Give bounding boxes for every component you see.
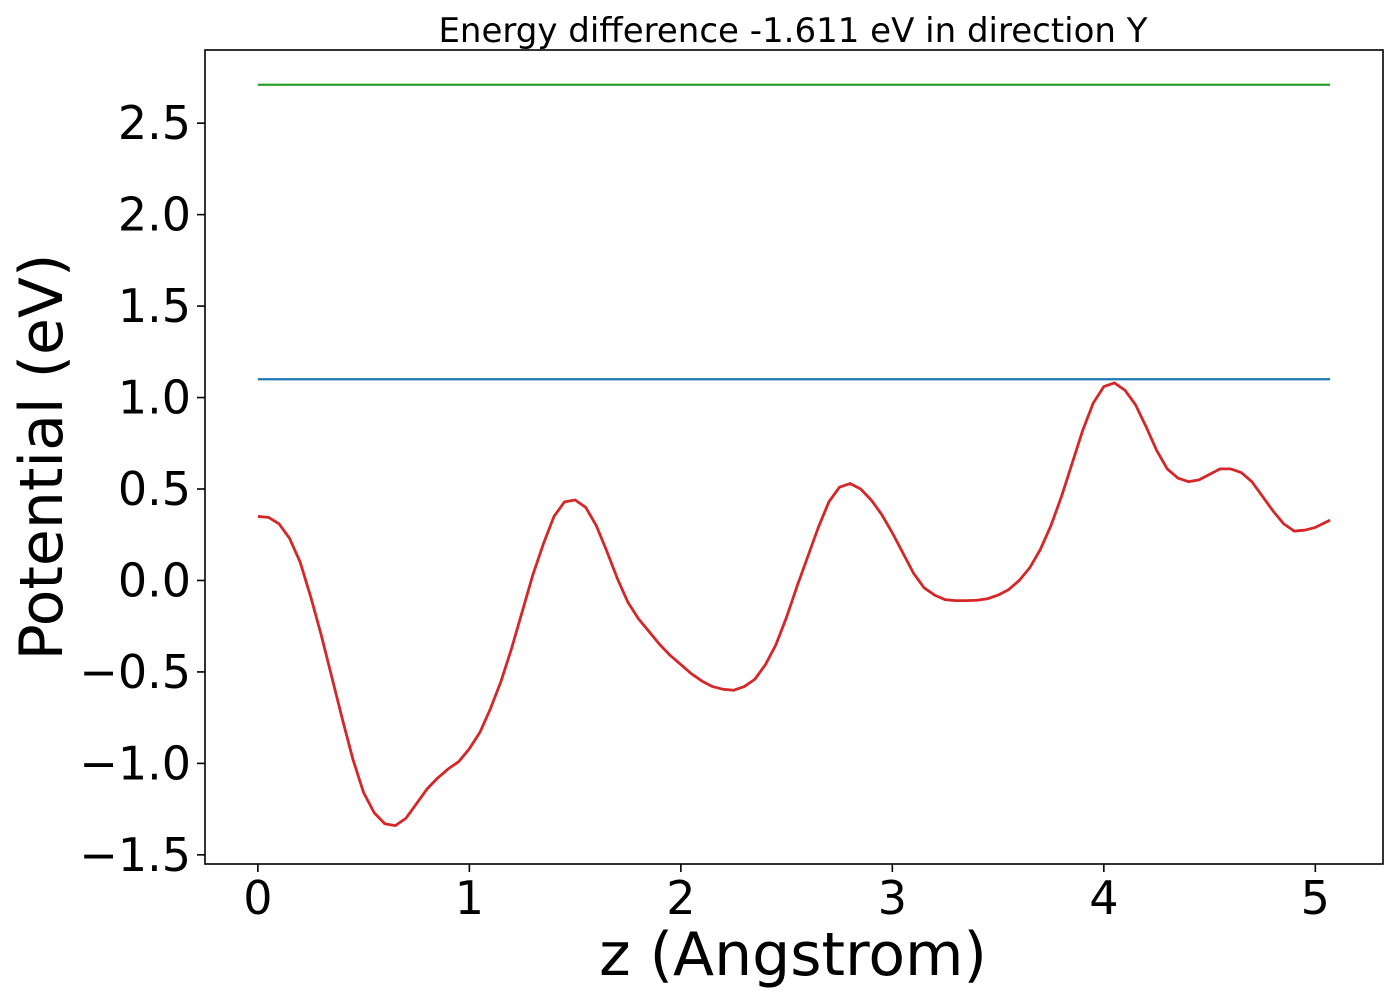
x-tick-label: 0 xyxy=(243,871,272,925)
x-tick-label: 1 xyxy=(455,871,484,925)
x-axis-title: z (Angstrom) xyxy=(599,920,987,990)
y-axis-ticks: −1.5 −1.0 −0.5 0.0 0.5 1.0 1.5 2.0 2.5 xyxy=(79,96,205,882)
y-tick-label: −0.5 xyxy=(79,645,191,699)
y-tick-label: 0.0 xyxy=(118,553,191,607)
series-layer xyxy=(257,83,1331,827)
x-tick-label: 3 xyxy=(878,871,907,925)
x-tick-label: 4 xyxy=(1089,871,1118,925)
y-tick-label: −1.5 xyxy=(79,828,191,882)
x-axis-ticks: 0 1 2 3 4 5 xyxy=(243,864,1330,925)
y-tick-label: −1.0 xyxy=(79,736,191,790)
y-axis-title: Potential (eV) xyxy=(7,254,77,661)
y-tick-label: 1.5 xyxy=(118,279,191,333)
x-tick-label: 5 xyxy=(1301,871,1330,925)
y-tick-label: 1.0 xyxy=(118,371,191,425)
y-tick-label: 0.5 xyxy=(118,462,191,516)
series-line-1 xyxy=(257,381,1331,827)
x-tick-label: 2 xyxy=(666,871,695,925)
plot-area-frame xyxy=(204,49,1384,865)
chart-title: Energy difference -1.611 eV in direction… xyxy=(438,11,1147,51)
y-tick-label: 2.0 xyxy=(118,188,191,242)
y-tick-label: 2.5 xyxy=(118,96,191,150)
